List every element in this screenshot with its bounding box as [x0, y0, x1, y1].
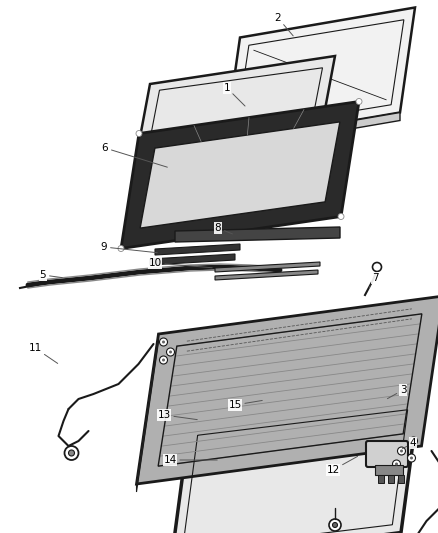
Text: 15: 15	[228, 400, 261, 410]
Circle shape	[162, 359, 165, 361]
Circle shape	[409, 456, 412, 459]
Polygon shape	[140, 122, 339, 228]
Circle shape	[411, 440, 414, 442]
Polygon shape	[136, 296, 438, 484]
Bar	[397, 475, 403, 483]
Text: 3: 3	[387, 385, 406, 399]
Circle shape	[332, 522, 337, 528]
Polygon shape	[215, 270, 317, 280]
Text: 5: 5	[39, 270, 62, 280]
Polygon shape	[135, 56, 334, 164]
Text: 1: 1	[223, 83, 244, 106]
Circle shape	[396, 447, 405, 455]
Polygon shape	[215, 262, 319, 272]
Text: 12: 12	[325, 456, 357, 475]
Bar	[374, 465, 402, 475]
Polygon shape	[150, 254, 234, 265]
Bar	[377, 475, 383, 483]
Circle shape	[406, 454, 414, 462]
Circle shape	[136, 131, 141, 136]
Text: 4: 4	[402, 438, 415, 449]
Circle shape	[394, 463, 397, 465]
Polygon shape	[136, 334, 158, 492]
Circle shape	[392, 460, 399, 468]
Circle shape	[64, 446, 78, 460]
Circle shape	[409, 437, 417, 445]
Text: 6: 6	[102, 143, 167, 167]
Polygon shape	[225, 112, 399, 150]
Circle shape	[169, 351, 172, 353]
Polygon shape	[171, 398, 418, 533]
Bar	[387, 475, 393, 483]
Polygon shape	[175, 227, 339, 242]
Circle shape	[355, 99, 361, 104]
Text: 10: 10	[148, 258, 212, 268]
Circle shape	[372, 262, 381, 271]
Polygon shape	[225, 7, 414, 142]
Circle shape	[166, 348, 174, 356]
Circle shape	[159, 356, 167, 364]
Text: 11: 11	[28, 343, 57, 364]
Circle shape	[118, 246, 124, 252]
Circle shape	[159, 338, 167, 346]
Text: 9: 9	[100, 242, 157, 253]
Circle shape	[328, 519, 340, 531]
Circle shape	[337, 214, 343, 220]
Circle shape	[162, 341, 165, 343]
Text: 8: 8	[214, 223, 232, 234]
Text: 14: 14	[163, 455, 217, 465]
Text: 13: 13	[157, 410, 197, 420]
Circle shape	[68, 450, 74, 456]
Polygon shape	[121, 101, 358, 248]
Circle shape	[399, 449, 402, 453]
Text: 7: 7	[368, 273, 378, 288]
FancyBboxPatch shape	[365, 441, 407, 467]
Text: 2: 2	[274, 13, 293, 36]
Polygon shape	[155, 244, 240, 255]
Polygon shape	[135, 136, 319, 171]
